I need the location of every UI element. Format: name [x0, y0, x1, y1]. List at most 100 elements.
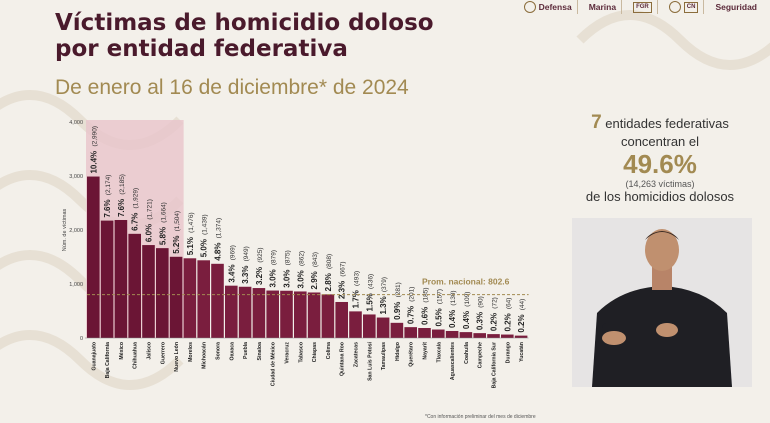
percent-label: 7.6% — [117, 199, 126, 217]
category-label: Ciudad de México — [271, 342, 277, 386]
percent-label: 6.0% — [145, 224, 154, 242]
percent-label: 0.3% — [476, 312, 485, 330]
bar-puebla — [238, 286, 252, 338]
logo-seguridad: Seguridad — [715, 2, 757, 12]
bar-quintana-roo — [335, 301, 348, 338]
category-label: Aguascalientes — [450, 342, 456, 380]
bar-guerrero — [156, 248, 169, 338]
category-label: Yucatán — [519, 342, 525, 362]
category-label: Nuevo León — [174, 342, 180, 372]
category-label: Sinaloa — [257, 342, 263, 361]
percent-label: 3.3% — [241, 266, 250, 284]
count-label: (201) — [409, 287, 416, 302]
percent-label: 0.4% — [448, 310, 457, 328]
bar-tabasco — [294, 291, 307, 338]
bar-veracruz — [280, 290, 293, 338]
bar-yucat-n — [514, 335, 528, 338]
percent-label: 2.3% — [338, 281, 347, 299]
category-label: Veracruz — [285, 342, 291, 364]
count-label: (879) — [271, 250, 278, 265]
y-tick-label: 3,000 — [69, 174, 83, 180]
category-label: Tlaxcala — [436, 342, 442, 363]
count-label: (185) — [423, 287, 430, 302]
category-label: Baja California Sur — [492, 342, 498, 388]
bar-durango — [501, 334, 514, 338]
percent-label: 1.7% — [352, 290, 361, 308]
summary-line3: de los homicidios dolosos — [585, 189, 735, 204]
bar-zacatecas — [349, 311, 362, 338]
percent-label: 0.6% — [421, 307, 430, 325]
y-tick-label: 1,000 — [69, 282, 83, 288]
count-label: (2,185) — [119, 174, 126, 195]
category-label: Guanajuato — [91, 342, 97, 371]
percent-label: 4.8% — [214, 243, 223, 261]
percent-label: 1.5% — [365, 293, 374, 311]
percent-label: 0.4% — [462, 311, 471, 329]
percent-label: 6.7% — [131, 213, 140, 231]
percent-label: 3.0% — [296, 270, 305, 288]
category-label: Tabasco — [298, 342, 304, 363]
category-label: Campeche — [478, 342, 484, 368]
bar-jalisco — [142, 245, 155, 338]
percent-label: 1.3% — [379, 296, 388, 314]
footnote: *Con información preliminar del mes de d… — [425, 414, 536, 420]
percent-label: 0.2% — [490, 313, 499, 331]
count-label: (90) — [478, 296, 485, 308]
percent-label: 0.5% — [434, 308, 443, 326]
bar-m-xico — [114, 220, 128, 338]
count-label: (1,721) — [147, 199, 154, 220]
category-label: Michoacán — [202, 342, 208, 369]
seal-icon — [668, 1, 681, 13]
count-label: (843) — [312, 252, 319, 267]
interpreter-figure — [572, 218, 752, 387]
institution-logos: Defensa Marina FGR CN Seguridad — [519, 0, 762, 14]
percent-label: 2.9% — [310, 271, 319, 289]
percent-label: 0.7% — [407, 306, 416, 324]
page-title: Víctimas de homicidio doloso por entidad… — [55, 10, 434, 62]
category-label: Puebla — [243, 342, 249, 359]
category-label: Guerrero — [160, 342, 166, 364]
count-label: (493) — [354, 271, 361, 286]
count-label: (2,990) — [91, 126, 98, 147]
count-label: (64) — [505, 298, 512, 310]
count-label: (379) — [381, 277, 388, 292]
bar-colima — [321, 294, 335, 338]
logo-defensa: Defensa — [519, 0, 578, 14]
percent-label: 5.2% — [172, 236, 181, 254]
percent-label: 0.2% — [503, 313, 512, 331]
bar-sinaloa — [252, 288, 266, 338]
bar-tlaxcala — [432, 329, 445, 338]
bar-guanajuato — [87, 176, 100, 338]
entity-count: 7 — [591, 112, 602, 133]
category-label: Jalisco — [147, 342, 153, 360]
seal-icon — [523, 1, 536, 13]
bar-baja-california-sur — [487, 334, 500, 338]
homicide-bar-chart: 0 1,000 2,000 3,000 4,000 Núm. de víctimas 10.… — [62, 120, 529, 388]
category-label: Oaxaca — [229, 342, 235, 361]
count-label: (109) — [464, 292, 471, 307]
bar-aguascalientes — [445, 330, 459, 338]
percent-label: 3.0% — [283, 270, 292, 288]
category-label: Sonora — [216, 342, 222, 360]
count-label: (44) — [519, 299, 526, 311]
logo-cn: CN — [664, 0, 705, 14]
summary-line1: entidades federativas — [601, 116, 729, 131]
summary-line2: concentran el — [620, 134, 700, 149]
percent-label: 3.4% — [227, 264, 236, 282]
count-label: (949) — [243, 246, 250, 261]
bar-hidalgo — [390, 322, 404, 338]
count-label: (72) — [492, 297, 499, 309]
category-label: Morelos — [188, 342, 194, 362]
count-label: (281) — [395, 282, 402, 297]
percent-label: 10.4% — [89, 151, 98, 174]
bar-sonora — [211, 263, 224, 338]
y-tick-label: 0 — [80, 336, 83, 342]
count-label: (1,504) — [174, 211, 181, 232]
category-label: Baja California — [105, 342, 111, 378]
summary-victims: (14,263 víctimas) — [625, 179, 695, 189]
count-label: (1,929) — [133, 188, 140, 209]
count-label: (1,476) — [188, 212, 195, 233]
count-label: (1,439) — [202, 214, 209, 235]
y-tick-label: 2,000 — [69, 228, 83, 234]
category-label: Tamaulipas — [381, 342, 387, 370]
